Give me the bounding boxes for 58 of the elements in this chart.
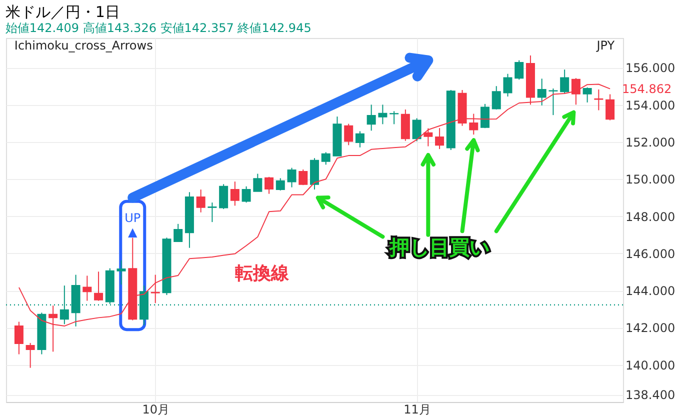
candlestick (412, 118, 422, 142)
candlestick (378, 104, 388, 125)
candlestick (582, 86, 592, 103)
candlestick (537, 78, 546, 106)
candlestick (276, 178, 285, 191)
y-tick-label: 138.400 (626, 388, 676, 402)
annotation: JPY (596, 38, 616, 52)
candlestick (606, 94, 615, 121)
y-tick-label: 146.000 (626, 246, 676, 261)
candlestick (94, 271, 104, 302)
y-tick-label: 154.000 (626, 98, 676, 112)
candlestick (14, 321, 24, 355)
candlestick (469, 113, 478, 136)
candlestick (150, 274, 160, 304)
chart-title: 米ドル／円・1日 (5, 3, 120, 21)
y-tick-label: 144.000 (626, 284, 676, 298)
x-tick-label: 10月 (142, 402, 170, 416)
candlestick (264, 176, 274, 194)
annotation: Ichimoku_cross_Arrows (14, 38, 153, 52)
x-tick-label: 11月 (404, 402, 431, 416)
y-tick-label: 150.000 (626, 172, 676, 187)
annotation: UP ▲ (124, 211, 141, 240)
candlestick (82, 275, 92, 302)
y-tick-label: 142.000 (626, 321, 676, 336)
candlestick (514, 60, 524, 80)
y-tick-label: 152.000 (626, 136, 676, 150)
annotation: 154.862 (622, 82, 672, 96)
candlestick (492, 86, 501, 110)
candlestick (230, 181, 240, 206)
candlestick (116, 260, 126, 286)
y-tick-label: 156.000 (626, 61, 676, 76)
candlestick (480, 103, 490, 129)
candlestick (366, 104, 376, 132)
candlestick (548, 88, 558, 116)
chart-subtitle: 始値142.409 高値143.326 安値142.357 終値142.945 (5, 21, 312, 35)
candlestick (242, 186, 251, 204)
candlestick (435, 128, 444, 150)
candlestick (174, 223, 183, 242)
y-tick-label: 148.000 (626, 210, 676, 224)
candlestick (253, 173, 262, 192)
candlestick (424, 128, 433, 147)
candlestick (390, 110, 399, 125)
candlestick (219, 184, 228, 210)
candlestick (503, 73, 512, 97)
y-tick-label: 140.000 (626, 358, 676, 372)
candlestick (321, 152, 330, 166)
series-label: 転換線 (234, 262, 290, 284)
candlestick (196, 189, 206, 213)
candlestick (208, 202, 217, 223)
annotation: 押し目買い (388, 234, 490, 259)
candlestick (298, 168, 308, 186)
candlestick (560, 69, 570, 94)
candlestick (310, 158, 319, 190)
candlestick (287, 167, 296, 188)
candlestick (344, 123, 354, 146)
candlestick (26, 342, 35, 368)
candlestick (594, 88, 604, 111)
candlestick (355, 130, 364, 148)
